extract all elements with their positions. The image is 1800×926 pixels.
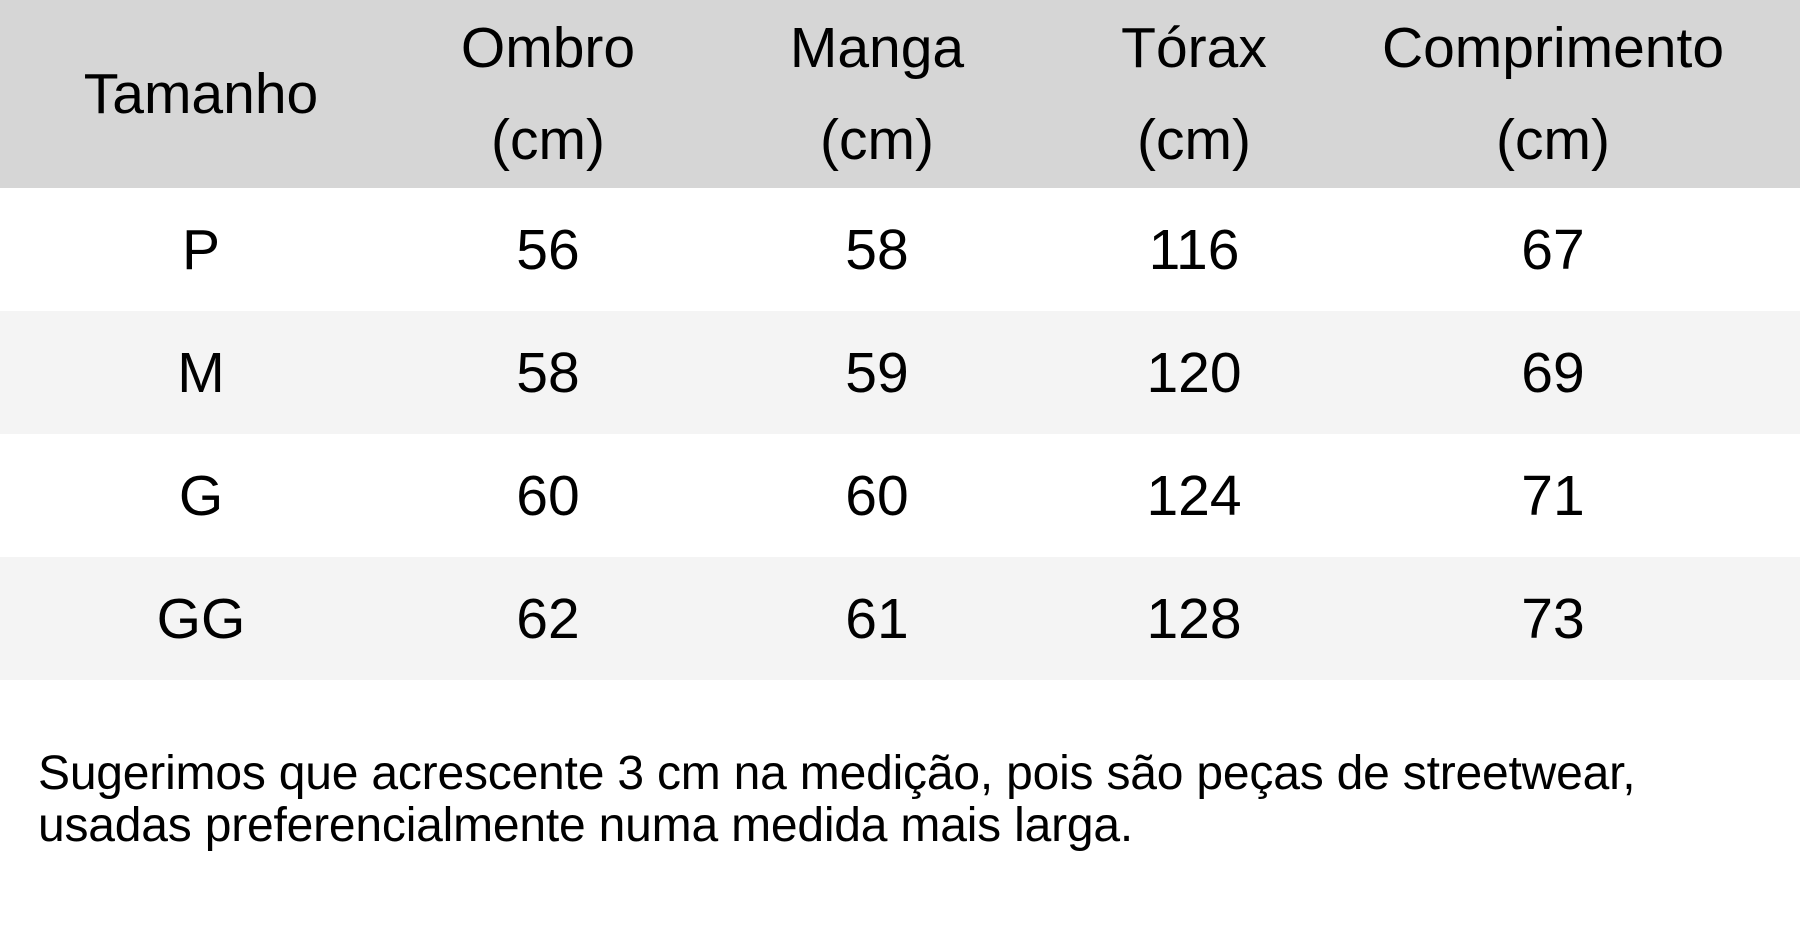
ombro-cell: 60	[516, 463, 580, 528]
size-cell: P	[181, 217, 221, 282]
comprimento-cell: 69	[1521, 340, 1585, 405]
ombro-cell: 56	[516, 217, 580, 282]
table-row: P 56 58 116 67	[0, 188, 1800, 311]
torax-cell: 116	[1148, 217, 1240, 282]
manga-cell: 59	[845, 340, 909, 405]
note-line-2: usadas preferencialmente numa medida mai…	[38, 799, 1133, 852]
torax-cell: 120	[1146, 340, 1242, 405]
header-label: Comprimento	[1381, 16, 1725, 80]
size-cell: GG	[156, 586, 246, 651]
header-ombro: Ombro (cm)	[461, 2, 635, 186]
size-table: Tamanho Ombro (cm) Manga (cm) Tórax (cm) Co…	[0, 0, 1800, 680]
header-manga: Manga (cm)	[790, 2, 964, 186]
table-header: Tamanho Ombro (cm) Manga (cm) Tórax (cm) Co…	[0, 0, 1800, 188]
size-cell: M	[177, 340, 225, 405]
sizing-note: Sugerimos que acrescente 3 cm na medição…	[38, 747, 1636, 852]
manga-cell: 60	[845, 463, 909, 528]
header-label: Tórax	[1121, 16, 1267, 80]
note-line-1: Sugerimos que acrescente 3 cm na medição…	[38, 747, 1636, 800]
size-cell: G	[178, 463, 224, 528]
ombro-cell: 58	[516, 340, 580, 405]
header-label: Manga	[789, 16, 965, 80]
header-unit: (cm)	[491, 108, 605, 172]
ombro-cell: 62	[516, 586, 580, 651]
comprimento-cell: 71	[1521, 463, 1585, 528]
header-unit: (cm)	[820, 108, 934, 172]
manga-cell: 58	[845, 217, 909, 282]
header-tamanho: Tamanho	[83, 62, 319, 126]
comprimento-cell: 73	[1521, 586, 1585, 651]
header-label: Ombro	[460, 16, 636, 80]
table-row: M 58 59 120 69	[0, 311, 1800, 434]
table-row: GG 62 61 128 73	[0, 557, 1800, 680]
header-unit: (cm)	[1496, 108, 1610, 172]
header-comprimento: Comprimento (cm)	[1382, 2, 1724, 186]
manga-cell: 61	[845, 586, 909, 651]
torax-cell: 128	[1146, 586, 1242, 651]
header-unit: (cm)	[1137, 108, 1251, 172]
header-torax: Tórax (cm)	[1121, 2, 1267, 186]
table-row: G 60 60 124 71	[0, 434, 1800, 557]
comprimento-cell: 67	[1521, 217, 1585, 282]
torax-cell: 124	[1146, 463, 1242, 528]
